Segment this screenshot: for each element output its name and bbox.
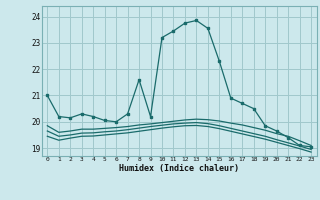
X-axis label: Humidex (Indice chaleur): Humidex (Indice chaleur) (119, 164, 239, 173)
